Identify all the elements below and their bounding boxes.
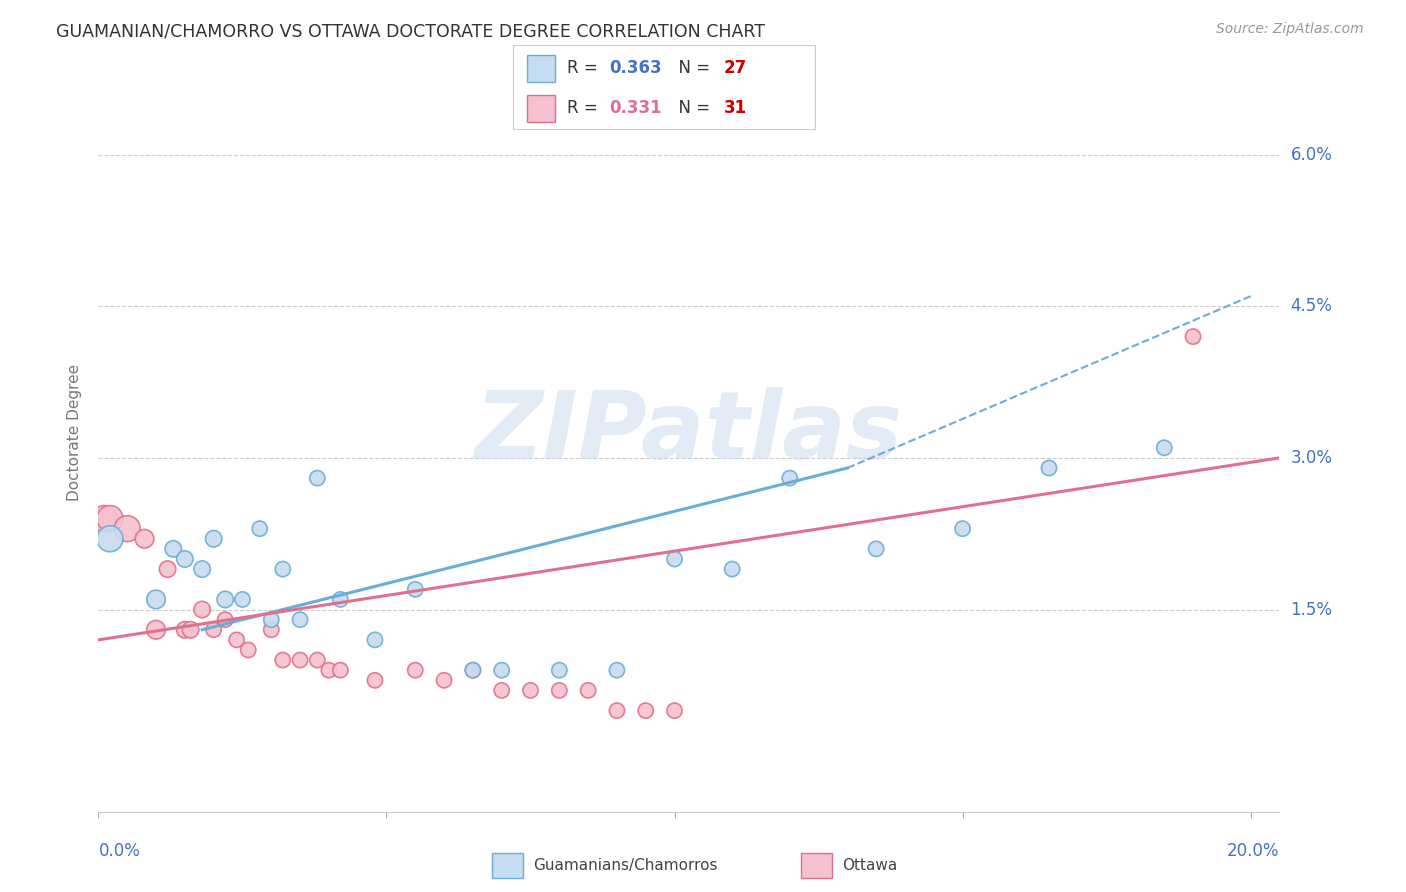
- Point: [288, 613, 311, 627]
- Point: [225, 632, 247, 647]
- Text: 4.5%: 4.5%: [1291, 297, 1333, 315]
- Point: [664, 552, 686, 566]
- Point: [576, 683, 599, 698]
- Point: [364, 673, 387, 688]
- Point: [260, 613, 283, 627]
- Point: [548, 683, 571, 698]
- Point: [288, 653, 311, 667]
- Text: 1.5%: 1.5%: [1291, 600, 1333, 618]
- Point: [329, 592, 352, 607]
- Point: [404, 663, 426, 677]
- Point: [433, 673, 456, 688]
- Text: 0.0%: 0.0%: [98, 842, 141, 860]
- Point: [634, 704, 657, 718]
- Point: [865, 541, 887, 556]
- Point: [329, 663, 352, 677]
- Point: [115, 522, 138, 536]
- Point: [156, 562, 179, 576]
- Point: [307, 653, 329, 667]
- Point: [202, 532, 225, 546]
- Point: [1038, 461, 1060, 475]
- Point: [721, 562, 744, 576]
- Point: [491, 663, 513, 677]
- Point: [173, 552, 195, 566]
- Point: [548, 663, 571, 677]
- Point: [779, 471, 801, 485]
- Point: [191, 562, 214, 576]
- Point: [364, 632, 387, 647]
- Point: [952, 522, 974, 536]
- Point: [134, 532, 156, 546]
- Text: 31: 31: [724, 99, 747, 117]
- Point: [162, 541, 184, 556]
- Text: R =: R =: [567, 99, 603, 117]
- Point: [214, 592, 236, 607]
- Point: [461, 663, 484, 677]
- Point: [249, 522, 271, 536]
- Point: [173, 623, 195, 637]
- Point: [519, 683, 541, 698]
- Point: [260, 623, 283, 637]
- Text: Guamanians/Chamorros: Guamanians/Chamorros: [533, 858, 717, 872]
- Text: 27: 27: [724, 60, 748, 78]
- Text: N =: N =: [668, 99, 716, 117]
- Point: [606, 704, 628, 718]
- Point: [145, 592, 167, 607]
- Point: [606, 663, 628, 677]
- Point: [1182, 329, 1205, 343]
- Text: 0.363: 0.363: [609, 60, 661, 78]
- Point: [404, 582, 426, 597]
- Point: [98, 532, 121, 546]
- Text: 0.331: 0.331: [609, 99, 661, 117]
- Point: [180, 623, 202, 637]
- Point: [98, 511, 121, 525]
- Point: [202, 623, 225, 637]
- Point: [491, 683, 513, 698]
- Text: Source: ZipAtlas.com: Source: ZipAtlas.com: [1216, 22, 1364, 37]
- Point: [231, 592, 253, 607]
- Text: 3.0%: 3.0%: [1291, 449, 1333, 467]
- Text: 20.0%: 20.0%: [1227, 842, 1279, 860]
- Y-axis label: Doctorate Degree: Doctorate Degree: [67, 364, 83, 501]
- Point: [461, 663, 484, 677]
- Point: [318, 663, 340, 677]
- Point: [214, 613, 236, 627]
- Text: GUAMANIAN/CHAMORRO VS OTTAWA DOCTORATE DEGREE CORRELATION CHART: GUAMANIAN/CHAMORRO VS OTTAWA DOCTORATE D…: [56, 22, 765, 40]
- Text: ZIPatlas: ZIPatlas: [475, 386, 903, 479]
- Text: N =: N =: [668, 60, 716, 78]
- Point: [664, 704, 686, 718]
- Text: R =: R =: [567, 60, 603, 78]
- Point: [271, 653, 294, 667]
- Text: Ottawa: Ottawa: [842, 858, 897, 872]
- Point: [93, 511, 115, 525]
- Text: 6.0%: 6.0%: [1291, 145, 1333, 163]
- Point: [271, 562, 294, 576]
- Point: [191, 602, 214, 616]
- Point: [238, 643, 260, 657]
- Point: [1153, 441, 1175, 455]
- Point: [145, 623, 167, 637]
- Point: [307, 471, 329, 485]
